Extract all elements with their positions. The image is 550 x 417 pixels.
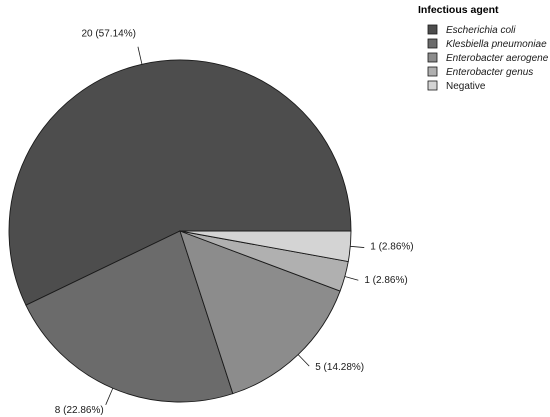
legend-key-klesbiella-pneumoniae xyxy=(427,38,438,49)
leader-line-negative xyxy=(350,245,365,248)
legend-key-negative xyxy=(427,80,438,91)
legend-title: Infectious agent xyxy=(418,4,499,16)
pie-slices xyxy=(8,59,352,403)
leader-line-klesbiella-pneumoniae xyxy=(105,388,114,405)
pie-slice-klesbiella-pneumoniae xyxy=(25,230,234,403)
legend-label-klesbiella-pneumoniae: Klesbiella pneumoniae xyxy=(446,39,547,50)
legend-key-enterobacter-genus xyxy=(427,66,438,77)
leader-line-enterobacter-aerogene xyxy=(297,354,310,367)
legend-items: Escherichia coli Klesbiella pneumoniae Ent… xyxy=(427,24,549,92)
leader-line-enterobacter-genus xyxy=(344,276,359,281)
pie-slice-enterobacter-aerogene xyxy=(179,230,341,395)
pie-slice-escherichia-coli xyxy=(8,59,352,306)
data-label-escherichia-coli: 20 (57.14%) xyxy=(81,29,135,40)
legend-label-enterobacter-genus: Enterobacter genus xyxy=(446,67,533,78)
legend: Infectious agent Escherichia coli Klesbie… xyxy=(418,4,549,92)
pie-data-labels: 20 (57.14%) 8 (22.86%) 5 (14.28%) 1 (2.86%)… xyxy=(55,29,414,416)
leader-line-escherichia-coli xyxy=(137,46,143,65)
data-label-enterobacter-aerogene: 5 (14.28%) xyxy=(315,362,364,373)
legend-key-enterobacter-aerogene xyxy=(427,52,438,63)
legend-label-negative: Negative xyxy=(446,81,486,92)
legend-key-escherichia-coli xyxy=(427,24,438,35)
legend-label-escherichia-coli: Escherichia coli xyxy=(446,25,516,36)
legend-label-enterobacter-aerogene: Enterobacter aerogene xyxy=(446,53,549,64)
data-label-negative: 1 (2.86%) xyxy=(370,242,413,253)
data-label-klesbiella-pneumoniae: 8 (22.86%) xyxy=(55,405,104,416)
data-label-enterobacter-genus: 1 (2.86%) xyxy=(364,275,407,286)
